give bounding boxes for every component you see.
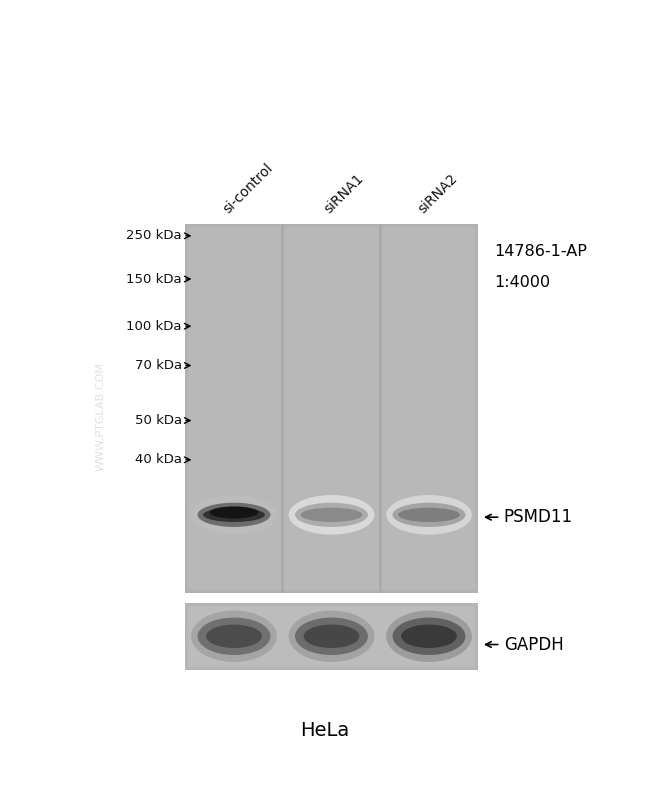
Bar	[281, 224, 284, 593]
Ellipse shape	[206, 625, 262, 648]
Text: 250 kDa: 250 kDa	[126, 230, 182, 242]
Ellipse shape	[209, 506, 259, 519]
Bar	[185, 603, 478, 670]
Ellipse shape	[198, 618, 270, 655]
Text: GAPDH: GAPDH	[504, 636, 564, 653]
Text: 100 kDa: 100 kDa	[127, 320, 182, 332]
Ellipse shape	[203, 508, 265, 522]
Bar	[185, 593, 478, 603]
Text: PSMD11: PSMD11	[504, 509, 573, 526]
Ellipse shape	[289, 495, 374, 534]
Ellipse shape	[191, 611, 277, 662]
Text: 40 kDa: 40 kDa	[135, 454, 182, 466]
Ellipse shape	[300, 508, 363, 522]
Ellipse shape	[393, 618, 465, 655]
Bar	[188, 227, 475, 590]
Text: siRNA2: siRNA2	[416, 171, 461, 216]
Ellipse shape	[398, 508, 460, 522]
Ellipse shape	[295, 503, 368, 527]
Text: HeLa: HeLa	[300, 722, 350, 740]
Text: 14786-1-AP: 14786-1-AP	[494, 244, 587, 259]
Bar	[379, 224, 382, 593]
Ellipse shape	[191, 495, 277, 534]
Text: 1:4000: 1:4000	[494, 275, 550, 291]
Text: WWW.PTGLAB.COM: WWW.PTGLAB.COM	[96, 362, 106, 471]
Ellipse shape	[289, 611, 374, 662]
Ellipse shape	[198, 503, 270, 527]
Ellipse shape	[386, 611, 472, 662]
Ellipse shape	[295, 618, 368, 655]
Text: 70 kDa: 70 kDa	[135, 359, 182, 372]
Ellipse shape	[386, 495, 472, 534]
Ellipse shape	[393, 503, 465, 527]
Bar	[185, 224, 478, 593]
Text: siRNA1: siRNA1	[322, 171, 367, 216]
Ellipse shape	[401, 625, 457, 648]
Text: 50 kDa: 50 kDa	[135, 414, 182, 427]
Text: 150 kDa: 150 kDa	[126, 273, 182, 285]
Ellipse shape	[304, 625, 359, 648]
Bar	[188, 606, 475, 667]
Text: si-control: si-control	[221, 161, 276, 216]
